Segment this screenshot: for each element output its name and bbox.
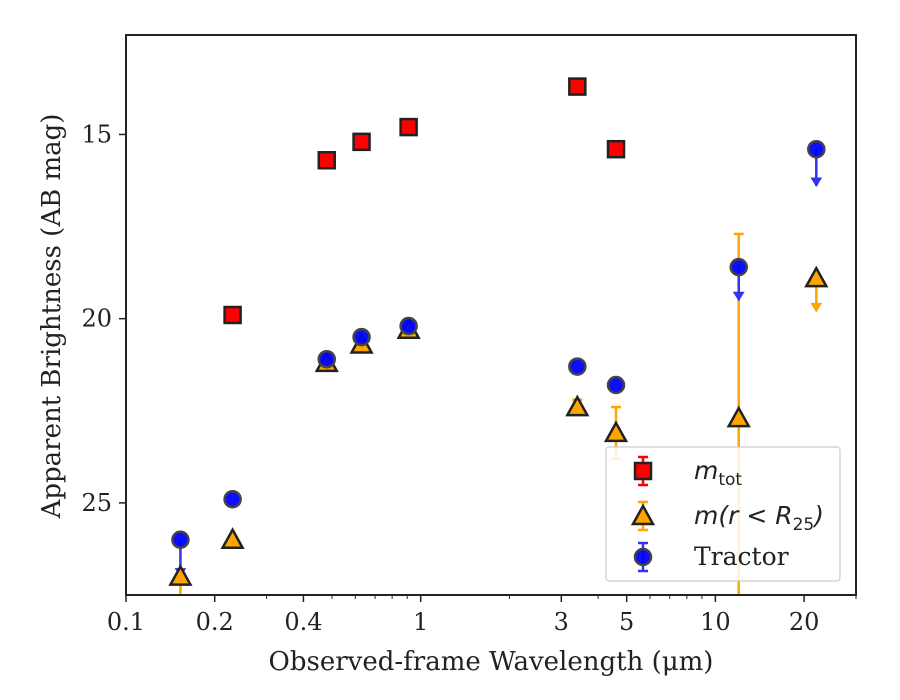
x-axis-label: Observed-frame Wavelength (μm) [269, 647, 714, 677]
upper-limit-arrow [810, 302, 823, 313]
x-tick-label: 0.4 [284, 608, 322, 636]
legend-marker [633, 547, 653, 567]
mtot-marker [568, 77, 587, 96]
mtot-marker [317, 151, 337, 170]
x-tick-label: 5 [619, 608, 634, 636]
plot-frame [125, 34, 857, 596]
mr25-marker [168, 564, 193, 586]
tractor-marker [317, 349, 337, 369]
x-tick-label: 0.2 [196, 608, 234, 636]
y-tick-label: 15 [81, 120, 112, 148]
data-group [168, 77, 829, 595]
legend-label: mtot [694, 456, 742, 490]
mr25-marker [726, 405, 751, 428]
tractor-marker [352, 327, 371, 347]
x-tick-label: 3 [554, 608, 569, 636]
upper-limit-arrow [810, 177, 823, 187]
tractor-marker [807, 139, 826, 159]
legend-label: m(r < R25) [694, 501, 824, 535]
legend-box [605, 446, 841, 582]
x-tick-label: 20 [789, 608, 820, 636]
upper-limit-arrow [732, 291, 745, 302]
legend-marker [630, 503, 656, 526]
legend: mtot m(r < R25) Tractor [605, 446, 841, 582]
y-axis-label: Apparent Brightness (AB mag) [37, 114, 67, 520]
y-tick-label: 25 [81, 489, 112, 517]
mr25-marker [220, 527, 245, 549]
x-tick-label: 1 [413, 608, 428, 636]
tractor-marker [606, 375, 626, 395]
tractor-marker [568, 357, 587, 376]
mr25-marker [565, 394, 590, 417]
mtot-marker [352, 132, 371, 152]
x-tick-label: 10 [700, 608, 731, 636]
legend-marker [633, 461, 653, 481]
legend-label: Tractor [694, 542, 789, 571]
tractor-marker [399, 316, 418, 336]
tractor-marker [729, 257, 748, 277]
axes-layer: 0.1 0.2 0.4 1 3 5 10 20 15 20 25 [81, 34, 857, 636]
mtot-marker [606, 139, 626, 159]
mtot-marker [223, 305, 242, 325]
tractor-marker [223, 489, 242, 509]
mr25-marker [603, 420, 629, 443]
x-tick-label: 0.1 [107, 608, 145, 636]
tractor-marker [171, 530, 190, 549]
mr25-marker [804, 265, 829, 288]
plot-layer [168, 77, 829, 595]
mtot-marker [399, 117, 418, 137]
y-tick-label: 20 [81, 305, 112, 333]
